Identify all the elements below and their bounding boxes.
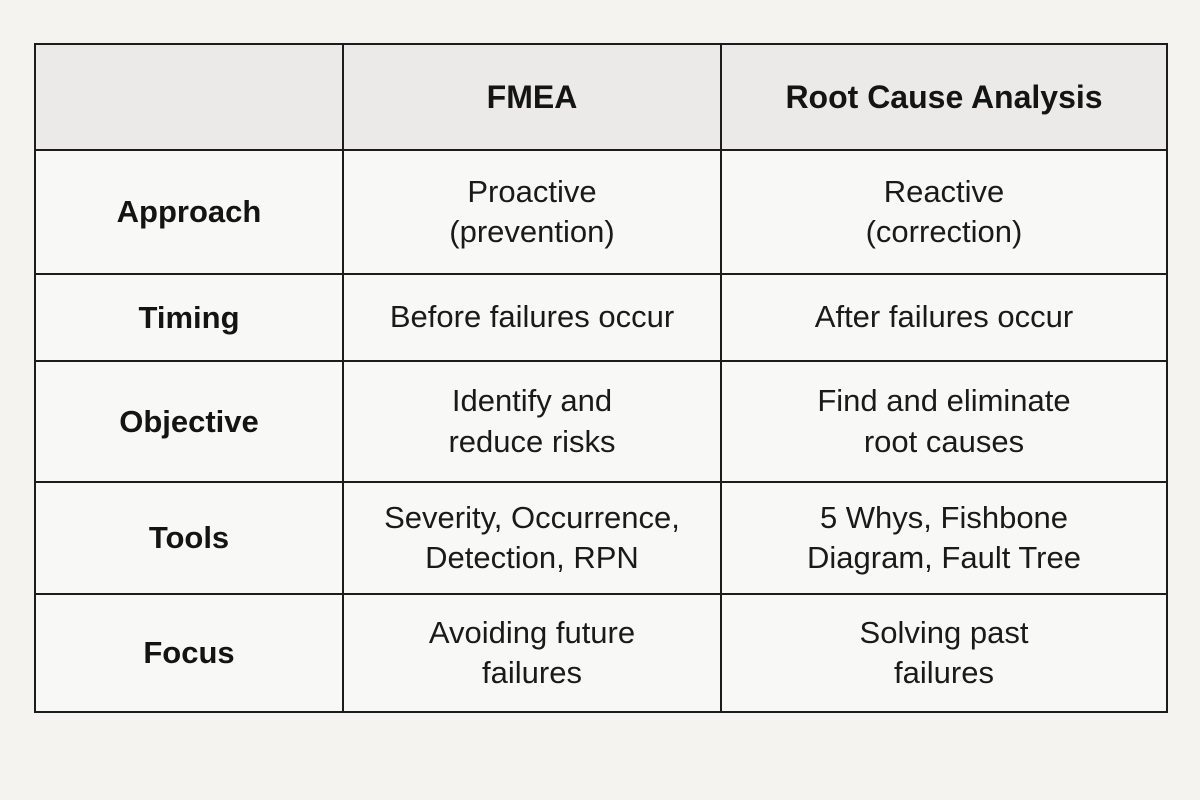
cell-text-line: Diagram, Fault Tree <box>807 540 1081 575</box>
cell-text-line: failures <box>482 655 582 690</box>
column-header-root-cause-analysis: Root Cause Analysis <box>720 43 1168 151</box>
cell-text-line: Detection, RPN <box>425 540 639 575</box>
cell-objective-fmea: Identify and reduce risks <box>342 360 722 483</box>
column-header-fmea: FMEA <box>342 43 722 151</box>
table-row-approach: Approach Proactive (prevention) Reactive… <box>34 149 1168 275</box>
cell-text-line: 5 Whys, Fishbone <box>819 499 1069 535</box>
cell-tools-fmea: Severity, Occurrence, Detection, RPN <box>342 481 722 595</box>
row-label-tools: Tools <box>34 481 344 595</box>
row-label-objective: Objective <box>34 360 344 483</box>
row-label-approach: Approach <box>34 149 344 275</box>
cell-focus-rca: Solving past failures <box>720 593 1168 713</box>
table-row-timing: Timing Before failures occur After failu… <box>34 273 1168 362</box>
cell-text-line: Proactive <box>467 173 597 209</box>
cell-objective-rca: Find and eliminate root causes <box>720 360 1168 483</box>
cell-approach-rca: Reactive (correction) <box>720 149 1168 275</box>
cell-text-line: Reactive <box>883 173 1005 209</box>
corner-empty-cell <box>34 43 344 151</box>
cell-text-line: Identify and <box>451 383 613 419</box>
cell-text-line: Avoiding future <box>428 614 636 650</box>
cell-timing-fmea: Before failures occur <box>342 273 722 362</box>
cell-approach-fmea: Proactive (prevention) <box>342 149 722 275</box>
table-row-tools: Tools Severity, Occurrence, Detection, R… <box>34 481 1168 595</box>
cell-tools-rca: 5 Whys, Fishbone Diagram, Fault Tree <box>720 481 1168 595</box>
cell-text-line: failures <box>894 655 994 690</box>
cell-text-line: reduce risks <box>448 423 616 459</box>
cell-timing-rca: After failures occur <box>720 273 1168 362</box>
cell-text-line: root causes <box>863 423 1025 459</box>
cell-text-line: Severity, Occurrence, <box>384 499 680 535</box>
comparison-table: FMEA Root Cause Analysis Approach Proact… <box>34 43 1168 713</box>
table-row-focus: Focus Avoiding future failures Solving p… <box>34 593 1168 713</box>
row-label-focus: Focus <box>34 593 344 713</box>
cell-text-line: Solving past <box>859 614 1029 650</box>
cell-text-line: After failures occur <box>814 299 1074 335</box>
table-header-row: FMEA Root Cause Analysis <box>34 43 1168 151</box>
table-row-objective: Objective Identify and reduce risks Find… <box>34 360 1168 483</box>
row-label-timing: Timing <box>34 273 344 362</box>
cell-text-line: Before failures occur <box>389 299 675 335</box>
cell-focus-fmea: Avoiding future failures <box>342 593 722 713</box>
cell-text-line: (prevention) <box>449 214 615 249</box>
cell-text-line: Find and eliminate <box>817 383 1071 419</box>
cell-text-line: (correction) <box>865 214 1023 249</box>
